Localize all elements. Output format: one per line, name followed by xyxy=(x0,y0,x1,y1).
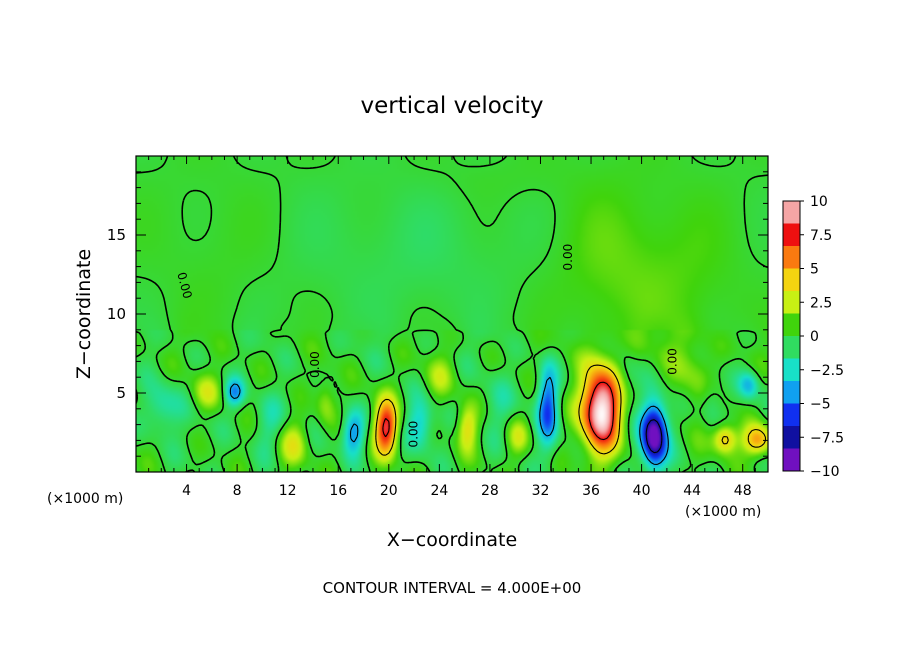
contour-label-0: 0.00 xyxy=(174,271,194,300)
colorbar-label: −10 xyxy=(810,464,840,480)
contour-interval-note: CONTOUR INTERVAL = 4.000E+00 xyxy=(323,579,582,597)
x-tick-label: 48 xyxy=(734,483,752,499)
x-tick-label: 44 xyxy=(683,483,701,499)
contour-label-1: 0.00 xyxy=(561,244,575,271)
colorbar-swatch xyxy=(783,246,800,269)
colorbar-swatch xyxy=(783,448,800,472)
contour-lines xyxy=(136,156,768,472)
y-axis: 5 10 15 xyxy=(107,171,768,457)
contour-label-3: 0.00 xyxy=(407,421,421,448)
x-tick-label: 40 xyxy=(633,483,651,499)
contour-line-8 xyxy=(382,381,615,441)
x-axis-label: X−coordinate xyxy=(387,529,517,551)
plot-area: 0.00 0.00 0.00 0.00 0.00 xyxy=(135,155,769,473)
contour-label-4: 0.00 xyxy=(666,348,680,375)
colorbar-label: −7.5 xyxy=(810,430,844,446)
x-tick-label: 24 xyxy=(430,483,448,499)
y-axis-label: Z−coordinate xyxy=(73,249,95,379)
contour-line-0 xyxy=(136,156,768,472)
colorbar-swatch xyxy=(783,358,800,382)
x-tick-label: 36 xyxy=(582,483,600,499)
contour-line-4 xyxy=(375,364,767,456)
colorbar-swatch xyxy=(783,201,800,224)
chart-title: vertical velocity xyxy=(361,93,544,119)
colorbar-swatch xyxy=(783,336,800,359)
colorbar-swatch xyxy=(783,426,800,449)
x-unit-left: (×1000 m) xyxy=(47,491,123,507)
x-unit-right: (×1000 m) xyxy=(685,504,761,520)
contour-labels: 0.00 0.00 0.00 0.00 0.00 xyxy=(174,244,679,448)
x-axis: 4 8 12 16 20 24 28 32 36 40 44 48 xyxy=(148,156,756,499)
contour-label-2: 0.00 xyxy=(308,351,322,378)
velocity-field xyxy=(136,156,768,472)
x-tick-label: 32 xyxy=(532,483,550,499)
colorbar-label: 5 xyxy=(810,262,819,278)
colorbar-label: 10 xyxy=(810,194,828,210)
contour-line-neg4 xyxy=(229,376,669,465)
colorbar-label: 2.5 xyxy=(810,295,832,311)
colorbar-swatch xyxy=(783,313,800,337)
x-tick-label: 16 xyxy=(329,483,347,499)
x-tick-label: 20 xyxy=(380,483,398,499)
colorbar-swatch xyxy=(783,291,800,314)
y-tick-label: 5 xyxy=(116,384,126,402)
colorbar-swatch xyxy=(783,381,800,404)
colorbar-label: −2.5 xyxy=(810,363,844,379)
x-tick-label: 8 xyxy=(233,483,242,499)
colorbar-swatch xyxy=(783,223,800,247)
colorbar-swatch xyxy=(783,268,800,292)
y-tick-label: 10 xyxy=(107,305,126,323)
colorbar-swatch xyxy=(783,403,800,427)
colorbar: 10 7.5 5 2.5 0 −2.5 −5 −7.5 −10 xyxy=(782,194,844,480)
contour-line-neg8 xyxy=(645,419,663,454)
y-tick-label: 15 xyxy=(107,226,126,244)
colorbar-label: 0 xyxy=(810,329,819,345)
x-tick-label: 12 xyxy=(279,483,297,499)
colorbar-label: −5 xyxy=(810,397,831,413)
x-tick-label: 4 xyxy=(182,483,191,499)
x-tick-label: 28 xyxy=(481,483,499,499)
colorbar-label: 7.5 xyxy=(810,228,832,244)
